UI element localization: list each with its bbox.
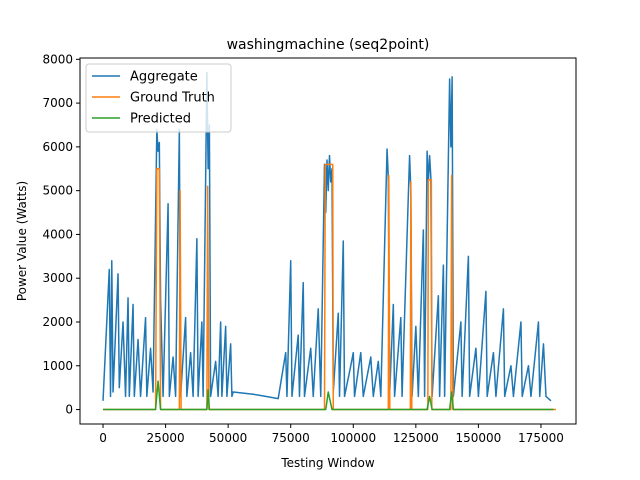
y-tick-label: 3000 (42, 271, 73, 285)
y-axis-label: Power Value (Watts) (15, 181, 29, 301)
x-tick-label: 175000 (518, 431, 564, 445)
series-line (102, 71, 552, 402)
y-tick-label: 6000 (42, 140, 73, 154)
legend-label: Predicted (130, 112, 191, 127)
x-tick-label: 100000 (330, 431, 376, 445)
legend-label: Aggregate (130, 70, 198, 85)
x-tick-label: 75000 (272, 431, 310, 445)
y-tick-label: 2000 (42, 315, 73, 329)
y-tick-label: 5000 (42, 184, 73, 198)
series-line (103, 380, 554, 411)
legend-box (85, 63, 232, 133)
plot-frame (79, 57, 577, 425)
chart-title: washingmachine (seq2point) (227, 37, 430, 53)
y-tick-label: 7000 (42, 96, 73, 110)
x-axis-label: Testing Window (280, 456, 375, 470)
x-tick-label: 25000 (146, 431, 184, 445)
x-tick-label: 125000 (393, 431, 439, 445)
legend-label: Ground Truth (130, 91, 215, 106)
x-tick-label: 0 (99, 431, 107, 445)
x-tick-label: 50000 (209, 431, 247, 445)
y-tick-label: 0 (65, 403, 73, 417)
x-tick-label: 150000 (455, 431, 501, 445)
y-tick-label: 8000 (42, 52, 73, 66)
y-tick-label: 4000 (42, 227, 73, 241)
y-tick-label: 1000 (42, 359, 73, 373)
